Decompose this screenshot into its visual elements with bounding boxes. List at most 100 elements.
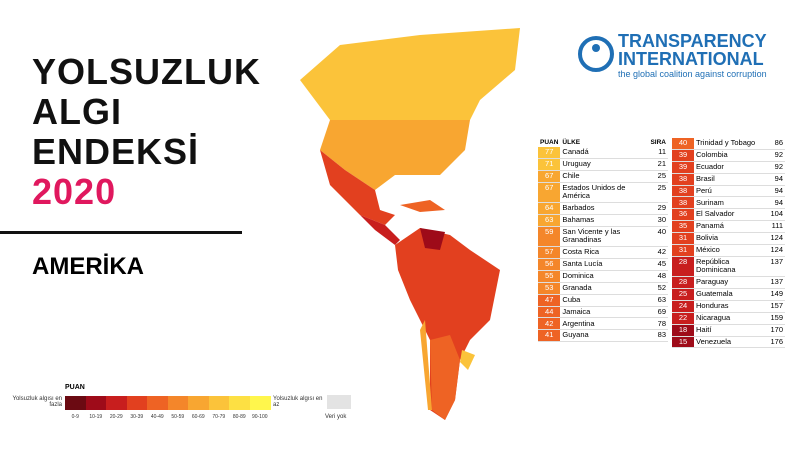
legend-no-data: Veri yok (325, 414, 347, 420)
map-usa (320, 120, 470, 190)
score: 28 (672, 256, 694, 278)
country: Ecuador (694, 161, 769, 174)
score: 24 (672, 300, 694, 313)
score: 71 (538, 158, 561, 171)
score: 44 (538, 306, 561, 319)
table-row: 28 República Dominicana 137 (672, 256, 785, 278)
divider (0, 231, 242, 234)
table-row: 64 Barbados 29 (538, 202, 668, 215)
country: Chile (560, 170, 649, 183)
table-row: 63 Bahamas 30 (538, 214, 668, 227)
table-row: 71 Uruguay 21 (538, 158, 668, 171)
rank: 52 (648, 282, 668, 295)
legend-bin-label: 80-89 (232, 414, 246, 420)
country: Estados Unidos de América (560, 182, 649, 204)
country: Argentina (560, 317, 649, 331)
table-row: 15 Venezuela 176 (672, 336, 785, 349)
table-row: 67 Estados Unidos de América 25 (538, 182, 668, 204)
score: 57 (538, 246, 561, 259)
country: Nicaragua (694, 312, 769, 325)
score: 31 (672, 244, 694, 257)
table-left: PUAN ÜLKE SIRA 77 Canadá 11 71 Uruguay 21 67 Chil… (538, 138, 668, 343)
score: 39 (672, 149, 694, 162)
score: 67 (538, 170, 561, 183)
legend-title: PUAN (65, 384, 85, 391)
table-row: 18 Haití 170 (672, 324, 785, 337)
score: 38 (672, 173, 694, 186)
title-year: 2020 (32, 171, 117, 212)
logo-icon (578, 36, 614, 72)
logo-tagline: the global coalition against corruption (618, 69, 767, 79)
map-venezuela (420, 228, 445, 250)
rank: 78 (648, 317, 668, 331)
country: El Salvador (694, 208, 769, 222)
rank: 25 (648, 182, 668, 204)
legend-swatch (65, 396, 86, 410)
column-header: PUAN (540, 139, 559, 146)
rank: 21 (648, 158, 668, 171)
title-line: ENDEKSİ (32, 131, 200, 172)
score: 55 (538, 270, 561, 283)
legend-bin-label: 20-29 (109, 414, 123, 420)
legend-bin-label: 30-39 (130, 414, 144, 420)
country: Guatemala (694, 288, 769, 301)
rank: 30 (648, 214, 668, 227)
map-central-america (360, 215, 400, 245)
rank: 40 (648, 226, 668, 248)
title-line: YOLSUZLUK (32, 51, 261, 92)
legend-low: Yolsuzluk algısı en fazla (12, 396, 62, 408)
score: 15 (672, 336, 694, 349)
score: 39 (672, 161, 694, 174)
logo-name: TRANSPARENCY (618, 31, 767, 51)
map-uruguay (460, 350, 475, 370)
table-row: 22 Nicaragua 159 (672, 312, 785, 325)
table-row: 25 Guatemala 149 (672, 288, 785, 301)
rank: 11 (648, 147, 668, 159)
table-row: 39 Colombia 92 (672, 149, 785, 162)
rank: 92 (768, 161, 785, 174)
rank: 48 (648, 270, 668, 283)
legend-bin-label: 10-19 (89, 414, 103, 420)
rank: 104 (768, 208, 785, 222)
rank: 137 (768, 276, 785, 289)
rank: 45 (648, 258, 668, 271)
legend-swatch (106, 396, 127, 410)
country: Santa Lucía (560, 258, 649, 271)
score: 35 (672, 220, 694, 233)
table-row: 39 Ecuador 92 (672, 161, 785, 174)
region: AMERİKA (32, 253, 144, 280)
legend-swatch (229, 396, 250, 410)
legend-swatch (167, 396, 189, 410)
legend-no-data-swatch (327, 395, 351, 409)
table-row: 57 Costa Rica 42 (538, 246, 668, 259)
country: República Dominicana (694, 256, 769, 278)
score: 64 (538, 202, 561, 215)
legend-bin-label: 0-9 (71, 414, 79, 420)
score: 31 (672, 232, 694, 245)
table-row: 44 Jamaica 69 (538, 306, 668, 319)
legend-bin-label: 90-100 (251, 414, 268, 420)
country: Panamá (694, 220, 769, 233)
rank: 94 (768, 173, 785, 186)
country: Guyana (560, 329, 649, 343)
table-row: 38 Perú 94 (672, 185, 785, 198)
map-south-america (395, 228, 500, 420)
score: 28 (672, 276, 694, 289)
country: Uruguay (560, 158, 649, 171)
score: 59 (538, 226, 561, 248)
legend-bar (65, 396, 271, 410)
rank: 94 (768, 196, 785, 210)
score: 40 (672, 138, 694, 150)
rank: 63 (648, 294, 668, 307)
table-row: 67 Chile 25 (538, 170, 668, 183)
country: Trinidad y Tobago (694, 138, 769, 150)
rank: 29 (648, 202, 668, 215)
country: Cuba (560, 294, 649, 307)
table-row: 41 Guyana 83 (538, 329, 668, 343)
column-header: ÜLKE (562, 139, 581, 146)
country: Honduras (694, 300, 769, 313)
score: 18 (672, 324, 694, 337)
country: Brasil (694, 173, 769, 186)
